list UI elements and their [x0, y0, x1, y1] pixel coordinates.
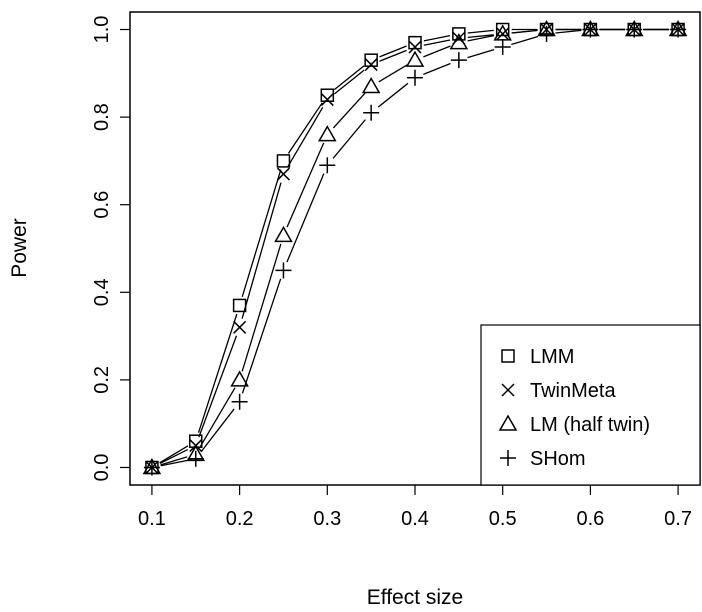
data-point-square: [232, 298, 247, 313]
series-line-segment: [241, 182, 282, 319]
series-line-segment: [287, 102, 323, 154]
data-point-square: [276, 154, 291, 168]
series-line-segment: [511, 35, 539, 46]
data-point-plus: [231, 393, 248, 410]
data-point-square: [408, 35, 422, 50]
y-tick-label: 0.4: [91, 278, 113, 306]
data-point-plus: [407, 69, 423, 86]
series-line-segment: [467, 29, 494, 34]
y-tick-label: 0.8: [91, 103, 113, 131]
legend-label: TwinMeta: [530, 380, 616, 402]
legend-label: LM (half twin): [530, 414, 650, 436]
series-line-segment: [555, 29, 582, 34]
data-point-triangle: [405, 50, 425, 67]
x-tick-label: 0.7: [664, 508, 692, 530]
series-line-segment: [159, 445, 189, 464]
series-line-segment: [198, 335, 238, 438]
series-line-segment: [467, 48, 495, 59]
data-point-triangle: [449, 33, 469, 50]
data-point-square: [320, 88, 335, 102]
series-line-segment: [467, 35, 494, 42]
data-point-x: [233, 320, 247, 334]
x-tick-label: 0.4: [401, 508, 429, 530]
legend: LMM TwinMeta LM (half twin) SHom: [480, 324, 701, 486]
series-line-segment: [333, 65, 365, 91]
series-line-segment: [241, 169, 282, 298]
x-tick-label: 0.5: [489, 508, 517, 530]
series-line-segment: [467, 34, 494, 39]
data-point-plus: [363, 104, 380, 121]
series-line-segment: [241, 243, 282, 372]
data-point-x: [320, 93, 334, 107]
data-point-plus: [275, 262, 292, 279]
data-point-x: [276, 167, 290, 181]
series-line-segment: [332, 92, 366, 129]
y-tick-label: 0.0: [91, 454, 113, 482]
series-line-segment: [378, 64, 408, 83]
axes-layer: 0.1 0.2 0.3 0.4 0.5 0.6 0.7 0.0 0.2 0.4 0.6 0.8 1.0: [91, 16, 692, 530]
legend-marker-square: [501, 349, 515, 363]
data-point-plus: [319, 157, 336, 174]
series-line-segment: [377, 82, 409, 108]
series-line-segment: [241, 278, 282, 394]
data-point-plus: [670, 21, 687, 38]
series-line-segment: [286, 173, 325, 263]
series-plus: [143, 21, 687, 476]
y-tick-label: 0.6: [91, 191, 113, 219]
series-line-segment: [287, 107, 324, 167]
series-line-segment: [197, 313, 238, 433]
series-line-segment: [379, 45, 407, 58]
data-point-plus: [582, 21, 599, 38]
data-point-plus: [143, 459, 160, 476]
x-tick-label: 0.2: [226, 508, 254, 530]
series-line-segment: [332, 119, 366, 159]
y-tick-label: 0.2: [91, 366, 113, 394]
x-axis-title: Effect size: [367, 586, 464, 609]
y-tick-label: 1.0: [91, 16, 113, 44]
series-line-segment: [160, 456, 188, 466]
legend-box: [480, 324, 701, 486]
series-line-segment: [159, 449, 189, 465]
data-point-x: [408, 40, 422, 54]
series-line-segment: [160, 459, 188, 467]
series-line-segment: [379, 49, 407, 62]
data-point-plus: [187, 450, 204, 467]
data-point-triangle: [361, 76, 381, 94]
legend-label: SHom: [530, 448, 586, 470]
x-tick-label: 0.3: [313, 508, 341, 530]
series-line-segment: [200, 408, 235, 452]
data-point-plus: [626, 21, 643, 38]
series-line-segment: [423, 35, 451, 42]
data-point-x: [364, 58, 378, 72]
data-point-triangle: [318, 125, 337, 142]
data-point-plus: [538, 25, 555, 42]
series-line-segment: [511, 29, 538, 34]
legend-label: LMM: [530, 346, 574, 368]
series-layer: [142, 20, 688, 476]
legend-marker-triangle: [498, 414, 518, 431]
x-tick-label: 0.1: [138, 508, 166, 530]
series-line-segment: [199, 387, 236, 447]
x-tick-label: 0.6: [576, 508, 604, 530]
legend-marker-plus: [500, 450, 516, 466]
series-line-segment: [423, 62, 451, 75]
data-point-square: [364, 53, 378, 67]
data-point-square: [452, 27, 466, 41]
series-line-segment: [333, 69, 365, 95]
data-point-plus: [494, 39, 511, 56]
data-point-plus: [450, 52, 467, 69]
legend-marker-x: [501, 383, 515, 397]
data-point-triangle: [230, 370, 249, 387]
data-point-square: [495, 22, 510, 37]
series-line-segment: [423, 45, 451, 58]
data-point-triangle: [274, 225, 293, 243]
series-line-segment: [423, 39, 451, 46]
y-axis-title: Power: [8, 218, 31, 278]
data-point-x: [496, 27, 510, 41]
series-line-segment: [286, 142, 325, 228]
